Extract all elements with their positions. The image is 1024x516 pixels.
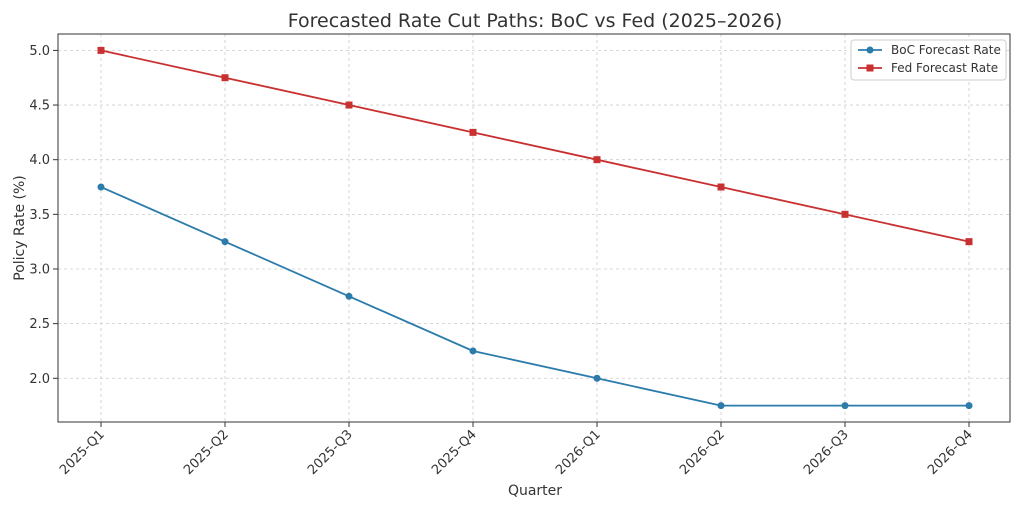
x-tick-label: 2025-Q4 bbox=[429, 427, 480, 478]
series-line bbox=[100, 186, 969, 407]
data-point bbox=[593, 156, 601, 164]
data-point bbox=[97, 183, 105, 191]
y-tick-label: 2.5 bbox=[29, 317, 50, 332]
x-tick-label: 2025-Q2 bbox=[181, 427, 232, 478]
y-tick-label: 5.0 bbox=[29, 44, 50, 59]
legend-marker bbox=[866, 64, 874, 72]
x-axis-label: Quarter bbox=[508, 483, 562, 499]
data-point bbox=[221, 74, 229, 82]
y-tick-label: 3.0 bbox=[29, 262, 50, 277]
data-point bbox=[717, 402, 725, 410]
series-line bbox=[100, 49, 970, 243]
series-group bbox=[97, 46, 973, 410]
data-point bbox=[717, 183, 725, 191]
x-tick-label: 2026-Q2 bbox=[677, 427, 728, 478]
data-point bbox=[841, 210, 849, 218]
y-axis-label: Policy Rate (%) bbox=[12, 175, 28, 281]
plot-area bbox=[57, 33, 1011, 423]
x-axis: 2025-Q1 2025-Q2 2025-Q3 2025-Q4 2026-Q1 2026-… bbox=[57, 422, 976, 478]
legend-label: BoC Forecast Rate bbox=[891, 43, 1001, 57]
y-tick-label: 3.5 bbox=[29, 208, 50, 223]
x-tick-label: 2025-Q3 bbox=[305, 427, 356, 478]
series-fed bbox=[97, 46, 973, 246]
data-point bbox=[469, 347, 477, 355]
data-point bbox=[841, 402, 849, 410]
data-point bbox=[97, 46, 105, 54]
grid-lines bbox=[58, 34, 1010, 422]
legend-items: BoC Forecast Rate Fed Forecast Rate bbox=[858, 43, 1001, 75]
x-tick-label: 2026-Q1 bbox=[553, 427, 604, 478]
data-point bbox=[221, 238, 229, 246]
x-tick-label: 2025-Q1 bbox=[57, 427, 108, 478]
y-tick-label: 4.0 bbox=[29, 153, 50, 168]
data-point bbox=[965, 402, 973, 410]
series-boc bbox=[97, 183, 973, 410]
data-point bbox=[965, 238, 973, 246]
legend-label: Fed Forecast Rate bbox=[891, 61, 998, 75]
y-axis: 2.0 2.5 3.0 3.5 4.0 4.5 5.0 bbox=[29, 44, 58, 387]
x-tick-label: 2026-Q4 bbox=[925, 427, 976, 478]
legend-box bbox=[850, 39, 1007, 81]
y-tick-label: 4.5 bbox=[29, 99, 50, 114]
x-tick-label: 2026-Q3 bbox=[801, 427, 852, 478]
y-tick-label: 2.0 bbox=[29, 372, 50, 387]
chart-title: Forecasted Rate Cut Paths: BoC vs Fed (2… bbox=[288, 10, 783, 32]
legend-marker bbox=[866, 46, 874, 54]
data-point bbox=[345, 292, 353, 300]
data-point bbox=[345, 101, 353, 109]
data-point bbox=[469, 128, 477, 136]
data-point bbox=[593, 374, 601, 382]
legend: BoC Forecast Rate Fed Forecast Rate bbox=[850, 39, 1007, 81]
